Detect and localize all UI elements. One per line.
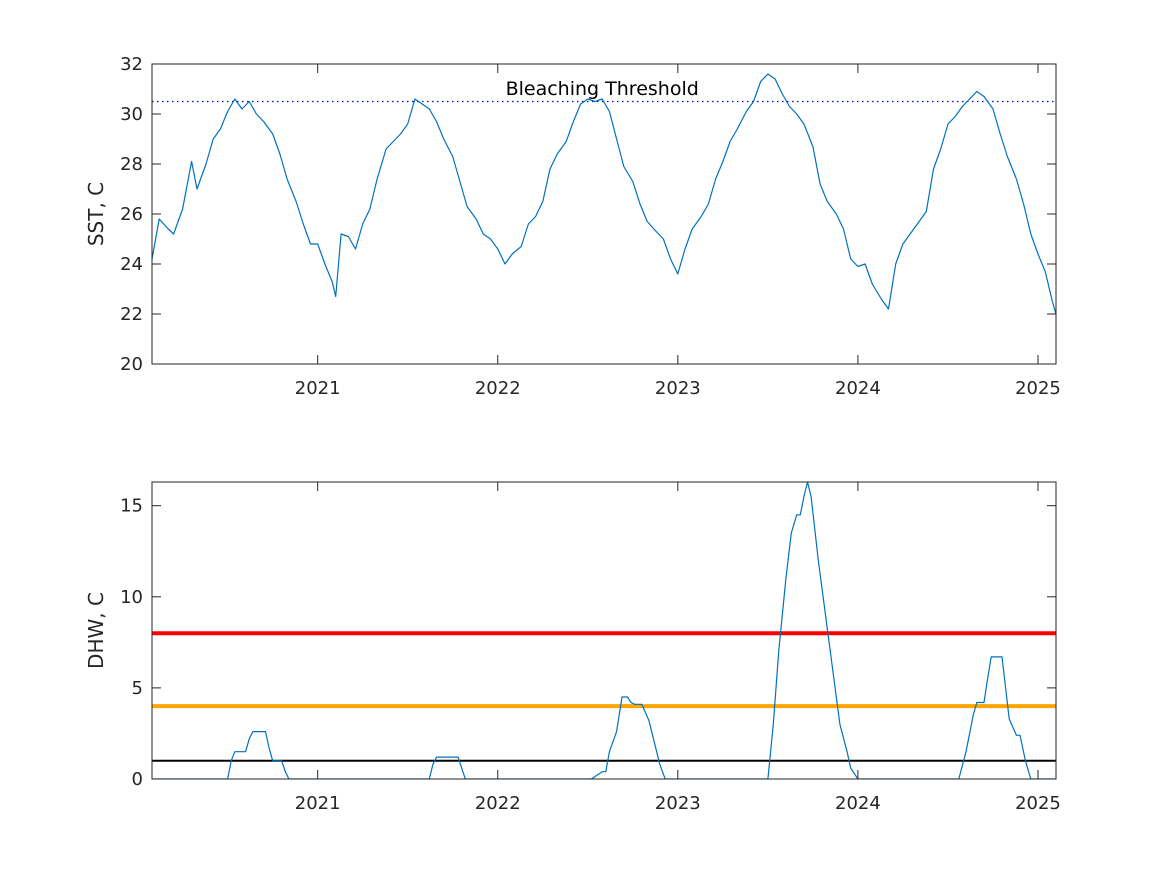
dhw-x-tick-label: 2025 [1015,793,1061,814]
dhw-x-tick-label: 2021 [295,793,341,814]
sst-x-tick-label: 2024 [835,378,881,399]
sst-x-tick-label: 2021 [295,378,341,399]
sst-y-tick-label: 22 [120,304,143,325]
dhw-axes-box [151,481,1057,780]
sst-x-tick-label: 2025 [1015,378,1061,399]
sst-y-tick-label: 20 [120,354,143,375]
sst-y-tick-label: 24 [120,254,143,275]
sst-x-tick-label: 2023 [655,378,701,399]
dhw-y-tick-label: 10 [120,587,143,608]
sst-y-tick-label: 30 [120,104,143,125]
sst-x-tick-label: 2022 [475,378,521,399]
dhw-y-tick-label: 5 [132,678,143,699]
sst-series-line-1 [152,73,1056,315]
sst-y-tick-label: 32 [120,54,143,75]
sst-y-tick-label: 26 [120,204,143,225]
dhw-y-tick-label: 15 [120,496,143,517]
dhw-y-axis-title: DHW, C [84,592,108,669]
dhw-x-tick-label: 2024 [835,793,881,814]
dhw-panel: 2021 2022 2023 2024 2025 0 5 10 15 DHW, C [84,481,1061,814]
sst-y-axis-title: SST, C [84,182,108,246]
sst-y-tick-label: 28 [120,154,143,175]
dhw-y-tick-label: 0 [132,769,143,790]
dhw-x-tick-label: 2023 [655,793,701,814]
dhw-series-line-1 [152,482,1056,779]
dhw-x-tick-label: 2022 [475,793,521,814]
sst-annotation: Bleaching Threshold [506,78,699,100]
